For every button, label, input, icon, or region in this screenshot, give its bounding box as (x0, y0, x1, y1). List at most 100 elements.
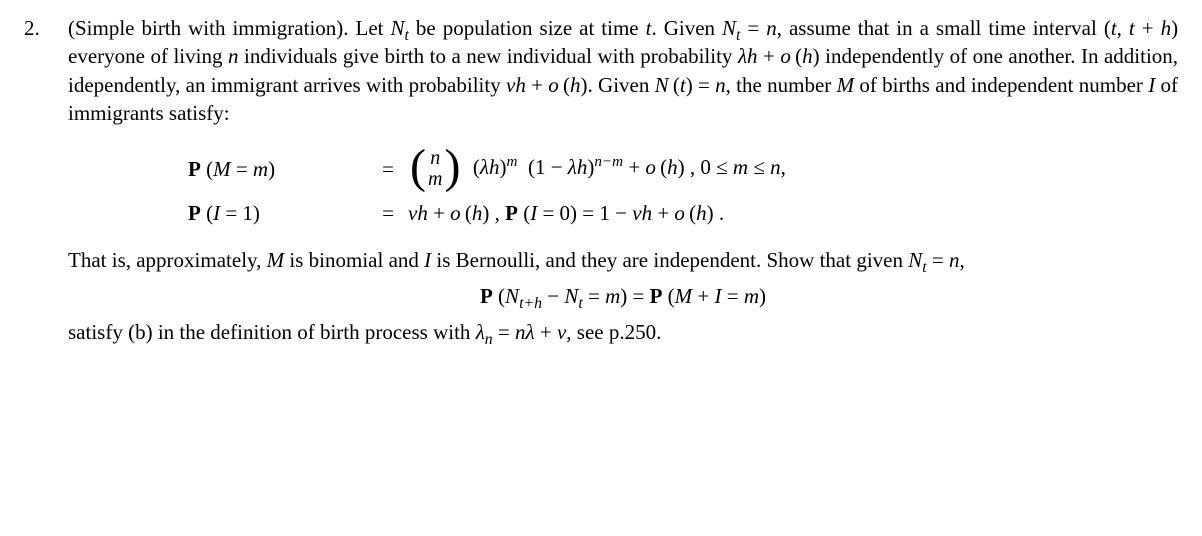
binom-bot: m (428, 169, 442, 190)
txt: + (428, 201, 450, 225)
sym-lambda: λ (476, 320, 485, 344)
txt: + (758, 44, 781, 68)
txt: be population size at time (409, 16, 646, 40)
sym-n: n (949, 248, 960, 272)
comma: , (960, 248, 965, 272)
sym-h: h (747, 44, 758, 68)
lp: ( (465, 201, 472, 225)
problem-statement: (Simple birth with immigration). Let Nt … (68, 14, 1178, 127)
sym-n: n (766, 16, 777, 40)
lp: ( (473, 155, 480, 179)
txt: . Given (587, 73, 654, 97)
sym-m: m (733, 155, 748, 179)
sym-h: h (577, 155, 588, 179)
sym-M: M (267, 248, 285, 272)
txt: + (526, 73, 548, 97)
txt: = (927, 248, 949, 272)
problem-2: 2. (Simple birth with immigration). Let … (24, 14, 1178, 347)
sym-h: h (570, 73, 581, 97)
rp: ) (678, 155, 685, 179)
binomial-icon: ( n m ) (410, 145, 460, 193)
sym-N: N (505, 284, 519, 308)
sym-nu: ν (408, 201, 417, 225)
txt: = (693, 73, 715, 97)
lp: ( (201, 157, 213, 181)
txt: = (220, 201, 242, 225)
sym-o: o (780, 44, 791, 68)
sym-N: N (655, 73, 669, 97)
sym-n: n (770, 155, 781, 179)
eq2-rhs: νh + o (h) , P (I = 0) = 1 − νh + o (h) … (408, 199, 1178, 227)
sub-n: n (485, 332, 493, 349)
lp: ( (528, 155, 535, 179)
sym-h: h (515, 73, 526, 97)
eq1-lhs: P (M = m) (68, 155, 368, 183)
rp: ) (500, 155, 507, 179)
txt: = (493, 320, 515, 344)
sym-o: o (548, 73, 559, 97)
sym-N: N (564, 284, 578, 308)
txt: = 0) = 1 − (537, 201, 632, 225)
sym-n: n (715, 73, 726, 97)
sym-lambda: λ (526, 320, 535, 344)
txt: is Bernoulli, and they are independent. … (431, 248, 908, 272)
txt: = (740, 16, 766, 40)
sym-h: h (1161, 16, 1172, 40)
sym-m: m (253, 157, 268, 181)
sym-lambda: λ (480, 155, 489, 179)
eq1-rhs: ( n m ) (λh)m (1 − λh)n−m + o (h) , 0 ≤ … (408, 145, 1178, 193)
eq2-lhs: P (I = 1) (68, 199, 368, 227)
rparen-icon: ) (444, 143, 460, 191)
rp: ) (620, 284, 627, 308)
sym-P: P (188, 157, 201, 181)
txt: individuals give birth to a new individu… (244, 44, 738, 68)
txt: . Given (651, 16, 722, 40)
lp: ( (673, 73, 680, 97)
txt: That is, approximately, (68, 248, 267, 272)
title-text: (Simple birth with immigration). (68, 16, 349, 40)
sym-P: P (650, 284, 663, 308)
rp: ) (268, 157, 275, 181)
sym-o: o (645, 155, 656, 179)
sym-lambda: λ (738, 44, 747, 68)
equation-2: P (I = 1) = νh + o (h) , P (I = 0) = 1 −… (68, 199, 1178, 227)
sym-nu: ν (557, 320, 566, 344)
sym-M: M (675, 284, 693, 308)
comma: , (781, 155, 786, 179)
sym-N: N (722, 16, 736, 40)
lp: ( (518, 201, 530, 225)
sym-nu: ν (506, 73, 515, 97)
sym-N: N (908, 248, 922, 272)
lp: ( (201, 201, 213, 225)
txt: Let (356, 16, 391, 40)
equation-block: P (M = m) = ( n m ) (λh)m (1 − λh)n−m + … (68, 145, 1178, 227)
sym-lambda: λ (568, 155, 577, 179)
equals-sign: = (368, 155, 408, 183)
exp-m: m (507, 154, 518, 170)
txt: = (722, 284, 744, 308)
txt: , 0 ≤ (685, 155, 733, 179)
txt: ≤ (748, 155, 770, 179)
rp: ) (686, 73, 693, 97)
equals-sign: = (368, 199, 408, 227)
lp: ( (563, 73, 570, 97)
sym-P: P (188, 201, 201, 225)
dot: . (714, 201, 725, 225)
txt: is binomial and (284, 248, 424, 272)
sym-P: P (480, 284, 493, 308)
txt: , the number (726, 73, 837, 97)
rp: ) (253, 201, 260, 225)
rp: ) (707, 201, 714, 225)
txt: , assume that in a small time interval ( (777, 16, 1111, 40)
problem-content: (Simple birth with immigration). Let Nt … (68, 14, 1178, 347)
txt: satisfy (b) in the definition of birth p… (68, 320, 476, 344)
val-1: 1 (242, 201, 253, 225)
lp: ( (662, 284, 674, 308)
txt: + (692, 284, 714, 308)
tail-paragraph: satisfy (b) in the definition of birth p… (68, 318, 1178, 346)
center-equation: P (Nt+h − Nt = m) = P (M + I = m) (68, 282, 1178, 310)
txt: + (535, 320, 557, 344)
txt: , see p.250. (566, 320, 661, 344)
txt: = (632, 284, 649, 308)
sym-P: P (505, 201, 518, 225)
